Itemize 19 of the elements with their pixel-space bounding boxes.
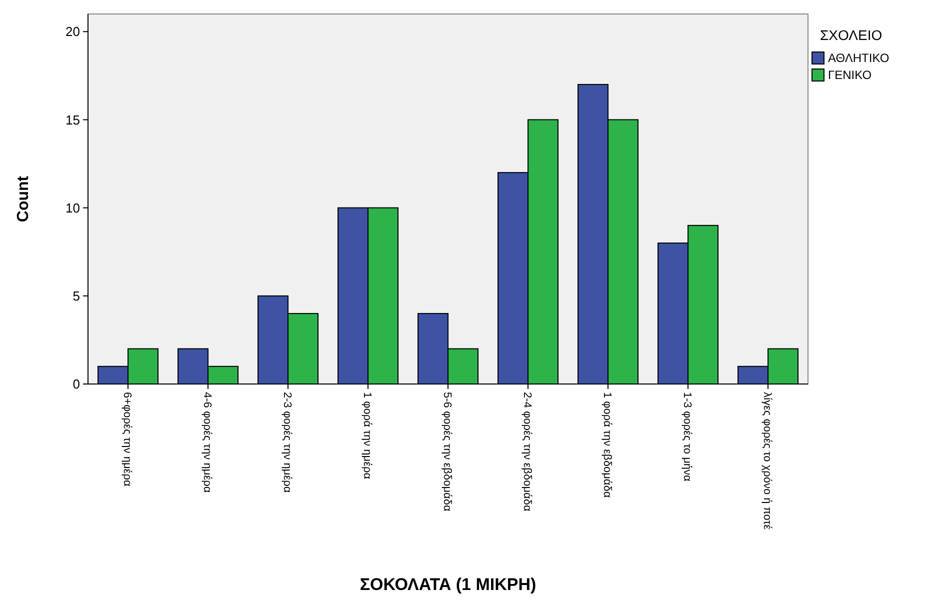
x-tick-label: 4-6 φορές την ημέρα: [201, 392, 214, 494]
x-tick-label: 1-3 φορές το μήνα: [681, 392, 694, 482]
legend-label: ΑΘΛΗΤΙΚΟ: [828, 51, 890, 66]
x-tick-label: 1 φορά την εβδομάδα: [601, 392, 614, 498]
x-axis-title: ΣΟΚΟΛΑΤΑ (1 ΜΙΚΡΗ): [360, 575, 536, 594]
y-tick-label: 5: [72, 288, 80, 304]
x-tick-label: 1 φορά την ημέρα: [361, 392, 374, 480]
y-axis-title: Count: [15, 175, 32, 222]
legend-title: ΣΧΟΛΕΙΟ: [820, 27, 882, 43]
y-tick-label: 0: [72, 376, 80, 392]
y-tick-label: 15: [66, 112, 80, 128]
legend-label: ΓΕΝΙΚΟ: [828, 68, 872, 82]
x-tick-label: 2-4 φορές την εβδομάδα: [521, 392, 534, 512]
y-tick-label: 10: [66, 200, 80, 216]
x-tick-label: 2-3 φορές την ημέρα: [281, 392, 294, 494]
x-tick-label: 6+φορές την ημέρα: [121, 392, 134, 487]
x-tick-label: λίγες φορές το χρόνο ή ποτέ: [761, 392, 774, 530]
y-tick-label: 20: [66, 24, 80, 40]
x-tick-label: 5-6 φορές την εβδομάδα: [441, 392, 454, 512]
